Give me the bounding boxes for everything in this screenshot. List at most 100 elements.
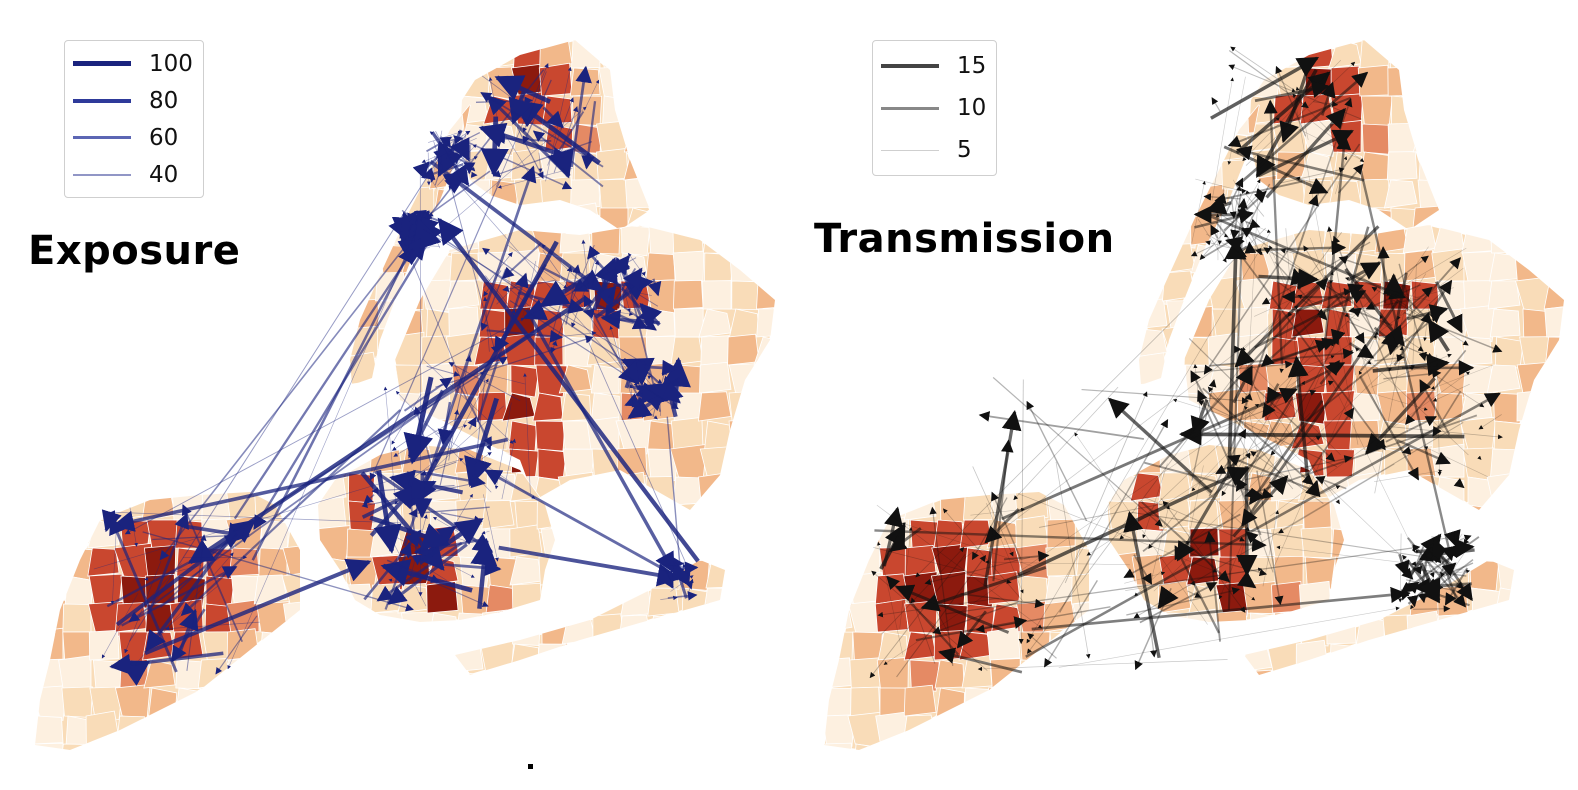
flow-arrow — [1031, 586, 1408, 631]
zip-area — [557, 471, 594, 508]
flow-arrow — [1039, 501, 1169, 528]
flow-arrow — [1230, 185, 1242, 236]
zip-area — [1072, 743, 1089, 750]
zip-area — [1515, 504, 1549, 510]
flow-arrow — [1399, 565, 1414, 580]
zip-area — [681, 615, 713, 650]
zip-area — [824, 714, 855, 747]
zip-area — [670, 336, 704, 366]
flow-arrow — [215, 615, 258, 675]
flow-arrow — [660, 564, 690, 569]
flow-arrow — [956, 610, 987, 649]
zip-area — [903, 684, 937, 717]
zip-area — [1043, 739, 1080, 750]
flow-arrow — [663, 565, 674, 586]
zip-area — [756, 308, 775, 338]
flow-arrow — [386, 559, 441, 583]
zip-area — [1544, 305, 1564, 338]
flow-arrow — [1241, 299, 1400, 527]
flow-arrow — [93, 458, 464, 570]
flow-arrow — [618, 267, 643, 301]
zip-area — [589, 638, 626, 675]
flow-arrow — [1026, 232, 1343, 654]
flow-arrow — [452, 134, 573, 190]
zip-area — [755, 249, 775, 282]
legend-swatch — [881, 106, 939, 110]
flow-arrow — [369, 483, 418, 537]
zip-area — [1184, 306, 1213, 338]
flow-arrow — [484, 469, 671, 574]
zip-area — [481, 500, 515, 530]
zip-area — [1383, 643, 1415, 675]
flow-arrow — [1396, 273, 1427, 320]
legend-entry: 5 — [881, 129, 986, 171]
zip-area — [1489, 252, 1521, 282]
legend-swatch — [73, 173, 131, 176]
flow-arrow — [881, 547, 965, 635]
flow-arrow — [1003, 550, 1050, 562]
flow-arrow — [1263, 247, 1354, 304]
flow-arrow — [1270, 412, 1311, 456]
flow-arrow — [1405, 349, 1467, 425]
flow-arrow — [1370, 353, 1452, 388]
zip-area — [1324, 448, 1355, 480]
flow-arrow — [1133, 422, 1464, 619]
flow-arrow — [426, 365, 460, 377]
zip-area — [1359, 151, 1390, 181]
flow-arrow — [547, 97, 574, 166]
zip-area — [645, 335, 676, 366]
flow-arrow — [437, 144, 477, 186]
flow-arrow — [1108, 397, 1213, 494]
flow-arrow — [1274, 261, 1328, 321]
flow-arrow — [686, 578, 694, 599]
zip-area — [700, 502, 735, 510]
zip-area — [85, 710, 120, 745]
zip-area — [1271, 580, 1304, 614]
flow-arrow — [1266, 337, 1337, 366]
flow-arrow — [1254, 289, 1367, 349]
zip-area — [1380, 476, 1409, 506]
flow-arrow — [1332, 235, 1405, 408]
zip-area — [1415, 94, 1439, 127]
zip-area — [564, 336, 594, 368]
zip-area — [62, 492, 92, 521]
flow-arrow — [496, 278, 523, 305]
flow-arrow — [1219, 232, 1229, 238]
flow-arrow — [1279, 167, 1345, 184]
flow-arrow — [1291, 88, 1359, 445]
flow-arrow — [1280, 248, 1295, 254]
legend-label: 15 — [957, 53, 987, 79]
exposure-panel: 100 80 60 40 Exposure — [28, 39, 776, 769]
zip-area — [175, 687, 204, 717]
flow-arrow — [414, 573, 489, 607]
flow-arrow — [525, 308, 676, 574]
flow-arrow — [1259, 337, 1340, 477]
zip-area — [571, 40, 601, 69]
zip-area — [1360, 95, 1393, 128]
flow-arrow — [1373, 326, 1398, 348]
legend-label: 80 — [149, 87, 179, 114]
zip-area — [376, 132, 407, 162]
flow-arrow — [1244, 241, 1257, 254]
flow-arrow — [1215, 221, 1386, 451]
zip-area — [700, 335, 732, 366]
zip-area — [282, 631, 300, 661]
flow-arrow — [1407, 594, 1419, 608]
legend-label: 10 — [957, 95, 987, 121]
flow-arrow — [1337, 163, 1364, 194]
flow-arrow — [1427, 318, 1450, 353]
flow-arrow — [541, 266, 590, 293]
legend-label: 60 — [149, 124, 179, 151]
flow-arrow — [147, 512, 189, 615]
zip-area — [1516, 389, 1549, 422]
zip-area — [35, 742, 64, 750]
zip-area — [559, 225, 592, 254]
zip-area — [1049, 715, 1081, 749]
zip-area — [540, 583, 555, 614]
zip-area — [615, 417, 653, 455]
exposure-legend: 100 80 60 40 — [64, 40, 204, 198]
flow-arrow — [522, 71, 547, 133]
zip-area — [1467, 643, 1497, 673]
zip-area — [753, 475, 775, 506]
flow-arrow — [180, 409, 402, 616]
